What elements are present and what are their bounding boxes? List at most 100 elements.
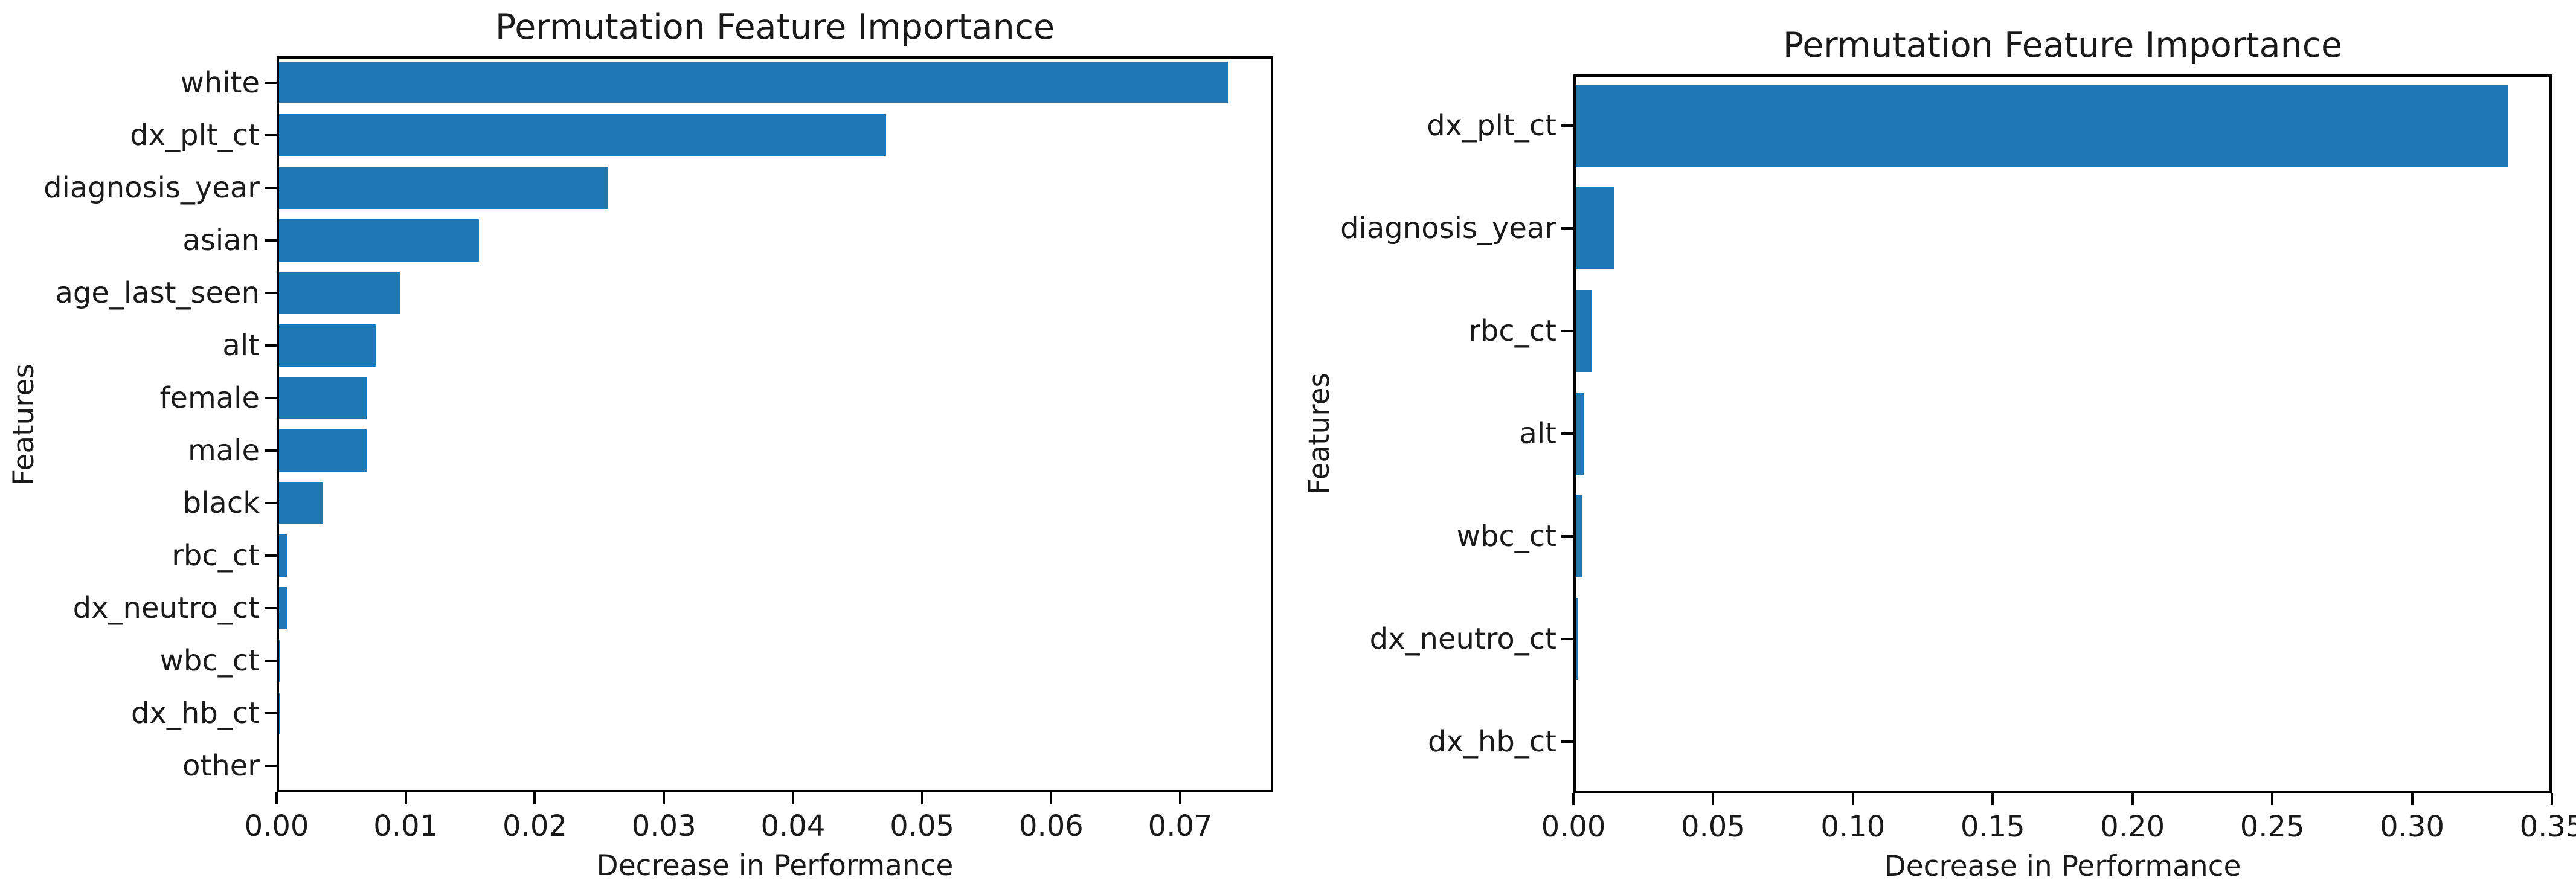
y-tick bbox=[1561, 535, 1573, 538]
bar-rbc_ct bbox=[1576, 290, 1592, 372]
y-tick-label-alt: alt bbox=[1519, 417, 1556, 451]
y-tick bbox=[265, 133, 277, 136]
y-tick bbox=[1561, 227, 1573, 230]
x-tick bbox=[275, 792, 278, 804]
x-tick-label: 0.03 bbox=[631, 809, 696, 843]
x-tick bbox=[1991, 793, 1994, 805]
x-tick-label: 0.25 bbox=[2240, 810, 2305, 844]
y-tick-label-dx_plt_ct: dx_plt_ct bbox=[130, 118, 260, 152]
chart-title: Permutation Feature Importance bbox=[495, 7, 1055, 47]
y-tick-label-diagnosis_year: diagnosis_year bbox=[43, 170, 260, 205]
y-tick-label-diagnosis_year: diagnosis_year bbox=[1340, 211, 1556, 245]
bar-alt bbox=[279, 324, 376, 367]
bar-diagnosis_year bbox=[1576, 187, 1614, 269]
y-tick-label-female: female bbox=[159, 380, 260, 415]
y-tick-label-wbc_ct: wbc_ct bbox=[159, 644, 260, 678]
y-tick bbox=[265, 765, 277, 768]
bar-dx_plt_ct bbox=[279, 114, 886, 156]
x-tick bbox=[2131, 793, 2134, 805]
x-axis-label: Decrease in Performance bbox=[1884, 850, 2241, 883]
bar-black bbox=[279, 482, 323, 524]
y-tick bbox=[1561, 638, 1573, 640]
y-tick bbox=[265, 554, 277, 557]
x-tick-label: 0.35 bbox=[2519, 810, 2576, 844]
bar-female bbox=[279, 377, 367, 419]
plot-area bbox=[277, 56, 1273, 792]
x-tick-label: 0.05 bbox=[890, 809, 955, 843]
y-tick bbox=[265, 396, 277, 399]
bar-alt bbox=[1576, 393, 1584, 475]
x-tick bbox=[2411, 793, 2414, 805]
y-tick-label-other: other bbox=[182, 749, 260, 783]
x-tick bbox=[920, 792, 923, 804]
x-tick bbox=[2551, 793, 2553, 805]
y-tick bbox=[1561, 124, 1573, 127]
x-tick bbox=[1050, 792, 1053, 804]
x-tick-label: 0.10 bbox=[1820, 810, 1886, 844]
x-tick-label: 0.15 bbox=[1960, 810, 2025, 844]
chart-title: Permutation Feature Importance bbox=[1782, 25, 2343, 65]
x-tick-label: 0.01 bbox=[373, 809, 438, 843]
x-tick-label: 0.20 bbox=[2100, 810, 2165, 844]
bar-dx_neutro_ct bbox=[1576, 598, 1579, 680]
bar-asian bbox=[279, 219, 480, 262]
y-tick-label-male: male bbox=[187, 434, 260, 468]
y-tick bbox=[265, 344, 277, 347]
x-tick-label: 0.07 bbox=[1148, 809, 1213, 843]
y-tick-label-age_last_seen: age_last_seen bbox=[55, 275, 260, 310]
bar-dx_plt_ct bbox=[1576, 85, 2508, 167]
y-tick bbox=[265, 81, 277, 84]
x-tick-label: 0.00 bbox=[244, 809, 309, 843]
x-tick bbox=[1712, 793, 1715, 805]
y-tick-label-asian: asian bbox=[182, 223, 260, 257]
y-tick-label-dx_hb_ct: dx_hb_ct bbox=[131, 696, 260, 731]
bar-rbc_ct bbox=[279, 534, 287, 577]
y-tick-label-dx_plt_ct: dx_plt_ct bbox=[1427, 109, 1556, 143]
y-tick-label-dx_neutro_ct: dx_neutro_ct bbox=[1369, 622, 1556, 656]
bar-wbc_ct bbox=[1576, 495, 1582, 577]
y-tick-label-white: white bbox=[180, 65, 260, 100]
bar-dx_neutro_ct bbox=[279, 587, 287, 630]
y-tick bbox=[265, 607, 277, 610]
x-tick bbox=[663, 792, 666, 804]
y-tick-label-dx_neutro_ct: dx_neutro_ct bbox=[72, 591, 260, 626]
y-tick bbox=[1561, 432, 1573, 435]
x-tick-label: 0.05 bbox=[1680, 810, 1746, 844]
x-tick-label: 0.06 bbox=[1018, 809, 1084, 843]
y-tick-label-alt: alt bbox=[222, 328, 260, 362]
y-tick bbox=[265, 449, 277, 452]
bar-wbc_ct bbox=[279, 640, 281, 682]
x-tick bbox=[2271, 793, 2274, 805]
bar-white bbox=[279, 61, 1228, 104]
y-tick-label-wbc_ct: wbc_ct bbox=[1456, 519, 1556, 553]
bar-diagnosis_year bbox=[279, 166, 608, 209]
x-tick bbox=[533, 792, 536, 804]
x-tick-label: 0.30 bbox=[2380, 810, 2444, 844]
y-tick-label-rbc_ct: rbc_ct bbox=[1468, 314, 1556, 348]
x-tick bbox=[791, 792, 794, 804]
x-tick-label: 0.04 bbox=[760, 809, 826, 843]
x-tick-label: 0.00 bbox=[1541, 810, 1606, 844]
y-axis-label: Features bbox=[1303, 372, 1336, 495]
y-tick bbox=[265, 239, 277, 242]
y-tick bbox=[1561, 740, 1573, 743]
x-tick bbox=[1179, 792, 1182, 804]
bar-male bbox=[279, 429, 367, 472]
y-tick-label-rbc_ct: rbc_ct bbox=[172, 539, 260, 573]
plot-area bbox=[1573, 74, 2552, 793]
bar-dx_hb_ct bbox=[279, 692, 281, 735]
y-tick bbox=[1561, 330, 1573, 332]
y-tick bbox=[265, 712, 277, 715]
y-tick-label-dx_hb_ct: dx_hb_ct bbox=[1428, 725, 1556, 759]
y-tick-label-black: black bbox=[182, 486, 260, 521]
bar-age_last_seen bbox=[279, 271, 400, 314]
x-tick bbox=[404, 792, 407, 804]
x-axis-label: Decrease in Performance bbox=[596, 849, 954, 882]
x-tick bbox=[1851, 793, 1854, 805]
y-tick bbox=[265, 502, 277, 505]
y-tick bbox=[265, 186, 277, 189]
x-tick bbox=[1572, 793, 1575, 805]
